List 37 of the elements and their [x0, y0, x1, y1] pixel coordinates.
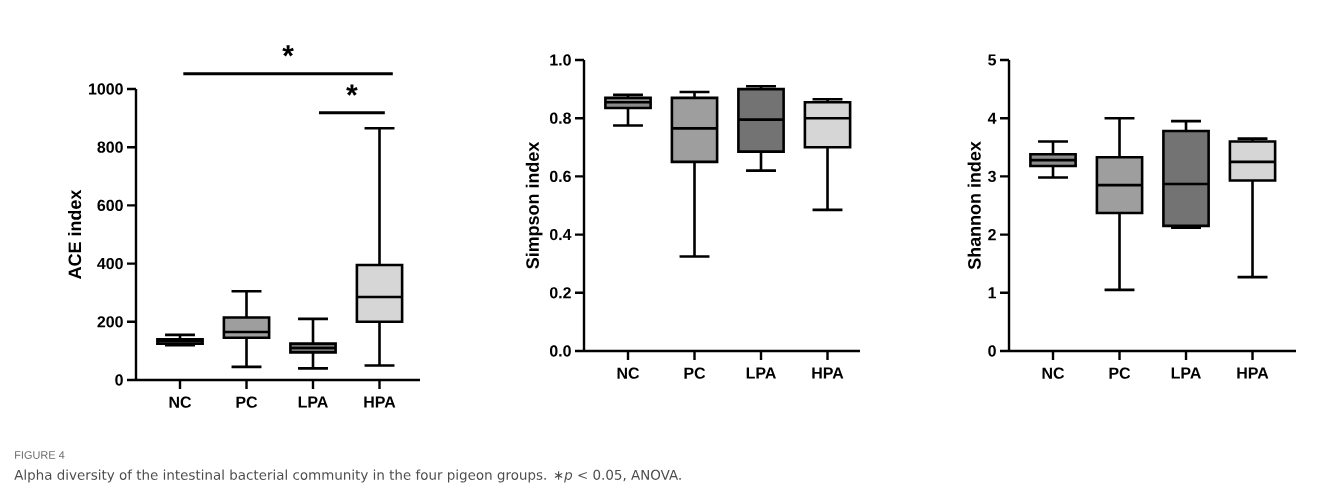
y-tick-label: 0.6 [549, 170, 571, 183]
x-tick-label: NC [1042, 367, 1065, 379]
x-tick-label: HPA [1237, 367, 1269, 379]
x-tick-label: HPA [364, 396, 396, 408]
text: * [282, 45, 294, 57]
y-tick-label: 3 [987, 170, 996, 183]
y-tick-label: 2 [988, 229, 996, 241]
y-tick-label: 1 [988, 287, 997, 299]
y-tick-label: 600 [97, 199, 123, 212]
x-tick-label: PC [684, 367, 706, 379]
y-tick-label: 800 [97, 141, 123, 153]
y-tick-label: 0.0 [549, 345, 571, 357]
y-tick-label: 5 [988, 54, 997, 66]
x-tick-label: NC [169, 396, 192, 408]
x-tick-label: HPA [812, 367, 844, 379]
x-tick-label: LPA [746, 367, 776, 379]
y-tick-label: 0.4 [549, 228, 572, 241]
x-tick-label: LPA [1171, 367, 1201, 379]
y-axis-title: ACE index [68, 189, 82, 279]
y-tick-label: 4 [987, 112, 997, 124]
y-tick-label: 1.0 [550, 54, 571, 66]
y-tick-label: 0 [115, 374, 123, 386]
caption: FIGURE 4 [15, 451, 65, 459]
y-tick-label: 400 [97, 257, 123, 270]
x-tick-label: LPA [298, 396, 328, 408]
y-tick-label: 0 [988, 345, 996, 357]
y-tick-label: 1000 [89, 83, 123, 95]
x-tick-label: PC [1109, 367, 1131, 379]
x-tick-label: PC [236, 396, 258, 408]
y-axis-title: Simpson index [525, 141, 543, 269]
y-tick-label: 0.8 [549, 112, 571, 124]
y-tick-label: 0.2 [549, 287, 571, 299]
y-axis-title: Shannon index [967, 141, 981, 270]
x-tick-label: NC [617, 367, 640, 379]
text: Alpha diversity of the intestinal bacterial community in the four pigeon groups. ∗p < 0.05, ANOVA. [14, 469, 681, 483]
annotation: * [346, 84, 358, 96]
y-tick-label: 200 [97, 316, 123, 328]
